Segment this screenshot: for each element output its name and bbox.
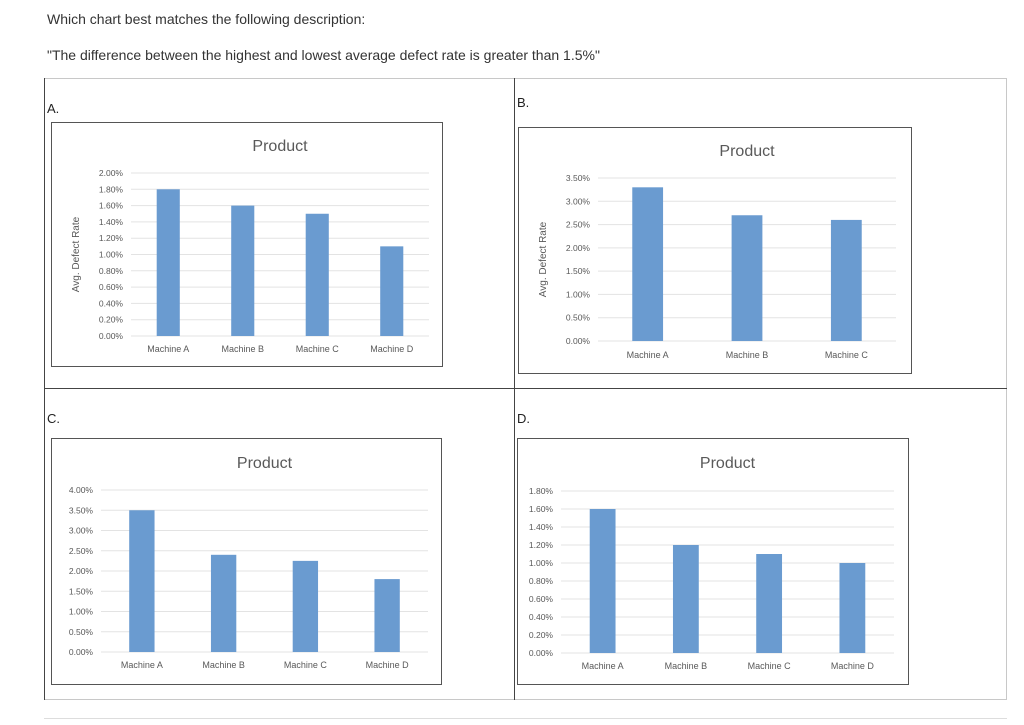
x-tick-label: Machine D <box>831 661 875 671</box>
x-tick-label: Machine B <box>726 350 769 360</box>
y-axis-label: Avg. Defect Rate <box>538 221 549 297</box>
y-tick-label: 1.60% <box>529 504 554 514</box>
y-tick-label: 1.00% <box>566 289 591 299</box>
y-tick-label: 1.60% <box>99 201 124 211</box>
option-label-c[interactable]: C. <box>47 411 60 426</box>
x-tick-label: Machine C <box>284 660 328 670</box>
chart-title: Product <box>719 143 775 160</box>
chart-title: Product <box>252 138 308 155</box>
y-tick-label: 1.00% <box>69 607 94 617</box>
divider <box>44 388 1007 389</box>
y-axis-label: Avg. Defect Rate <box>71 216 82 292</box>
x-tick-label: Machine A <box>121 660 163 670</box>
y-tick-label: 2.50% <box>566 220 591 230</box>
bar-machine-b <box>672 545 699 653</box>
y-tick-label: 1.00% <box>529 558 554 568</box>
divider <box>514 78 515 700</box>
y-tick-label: 2.00% <box>566 243 591 253</box>
x-tick-label: Machine C <box>825 350 869 360</box>
y-tick-label: 4.00% <box>69 485 94 495</box>
divider <box>44 78 45 700</box>
y-tick-label: 1.50% <box>69 586 94 596</box>
chart-title: Product <box>700 455 756 472</box>
x-tick-label: Machine B <box>221 344 264 354</box>
x-tick-label: Machine A <box>627 350 669 360</box>
x-tick-label: Machine D <box>366 660 410 670</box>
x-tick-label: Machine B <box>202 660 245 670</box>
y-tick-label: 2.00% <box>69 566 94 576</box>
y-tick-label: 3.00% <box>69 526 94 536</box>
bar-machine-a <box>129 510 155 652</box>
bar-machine-a <box>589 509 616 653</box>
question-description: "The difference between the highest and … <box>47 47 600 63</box>
chart-svg: Product 0.00% 0.20% 0.40% 0.60% 0.80% 1.00% 1.2… <box>71 138 429 354</box>
bar-machine-a <box>632 187 664 341</box>
x-tick-label: Machine D <box>370 344 414 354</box>
y-tick-label: 0.00% <box>529 648 554 658</box>
chart-svg: Product 0.00% 0.20% 0.40% 0.60% 0.80% 1.00% 1.2… <box>529 455 894 671</box>
y-tick-label: 0.60% <box>99 282 124 292</box>
y-tick-label: 0.60% <box>529 594 554 604</box>
bar-machine-b <box>231 205 255 336</box>
bar-machine-b <box>731 215 763 341</box>
x-tick-label: Machine A <box>147 344 189 354</box>
divider <box>44 718 1007 719</box>
x-tick-label: Machine C <box>748 661 792 671</box>
chart-b[interactable]: Product 0.00% 0.50% 1.00% 1.50% 2.00% 2.50% 3.0… <box>518 127 912 374</box>
y-tick-label: 2.50% <box>69 546 94 556</box>
bar-machine-d <box>380 246 404 336</box>
y-tick-label: 0.50% <box>566 313 591 323</box>
y-tick-label: 1.20% <box>529 540 554 550</box>
bar-machine-c <box>756 554 783 653</box>
y-tick-label: 1.00% <box>99 250 124 260</box>
y-tick-label: 3.50% <box>69 505 94 515</box>
bar-machine-b <box>210 554 237 652</box>
chart-svg: Product 0.00% 0.50% 1.00% 1.50% 2.00% 2.50% 3.0… <box>69 455 428 670</box>
y-tick-label: 3.50% <box>566 173 591 183</box>
chart-title: Product <box>237 455 293 472</box>
y-tick-label: 0.20% <box>99 315 124 325</box>
option-label-d[interactable]: D. <box>517 411 530 426</box>
y-tick-label: 0.40% <box>99 298 124 308</box>
y-tick-label: 0.00% <box>566 336 591 346</box>
bar-machine-d <box>839 563 866 653</box>
option-label-a[interactable]: A. <box>47 101 60 116</box>
y-tick-label: 1.80% <box>99 184 124 194</box>
y-tick-label: 0.40% <box>529 612 554 622</box>
y-tick-label: 1.40% <box>529 522 554 532</box>
chart-a[interactable]: Product 0.00% 0.20% 0.40% 0.60% 0.80% 1.00% 1.2… <box>51 122 443 367</box>
y-tick-label: 0.00% <box>69 647 94 657</box>
bar-machine-c <box>292 560 319 652</box>
x-tick-label: Machine B <box>665 661 708 671</box>
y-tick-label: 0.20% <box>529 630 554 640</box>
y-tick-label: 3.00% <box>566 196 591 206</box>
y-tick-label: 0.00% <box>99 331 124 341</box>
y-tick-label: 1.50% <box>566 266 591 276</box>
y-tick-label: 2.00% <box>99 168 124 178</box>
chart-svg: Product 0.00% 0.50% 1.00% 1.50% 2.00% 2.50% 3.0… <box>538 143 896 360</box>
x-tick-label: Machine C <box>296 344 340 354</box>
y-tick-label: 0.80% <box>99 266 124 276</box>
y-tick-label: 1.20% <box>99 233 124 243</box>
bar-machine-d <box>374 579 400 652</box>
question-prompt: Which chart best matches the following d… <box>47 11 366 27</box>
x-tick-label: Machine A <box>582 661 624 671</box>
chart-d[interactable]: Product 0.00% 0.20% 0.40% 0.60% 0.80% 1.00% 1.2… <box>517 438 909 685</box>
bar-machine-c <box>305 213 329 336</box>
y-tick-label: 1.40% <box>99 217 124 227</box>
option-label-b[interactable]: B. <box>517 95 530 110</box>
y-tick-label: 0.50% <box>69 627 94 637</box>
bar-machine-c <box>830 219 862 341</box>
bar-machine-a <box>156 189 180 336</box>
y-tick-label: 1.80% <box>529 486 554 496</box>
chart-c[interactable]: Product 0.00% 0.50% 1.00% 1.50% 2.00% 2.50% 3.0… <box>51 438 442 685</box>
y-tick-label: 0.80% <box>529 576 554 586</box>
